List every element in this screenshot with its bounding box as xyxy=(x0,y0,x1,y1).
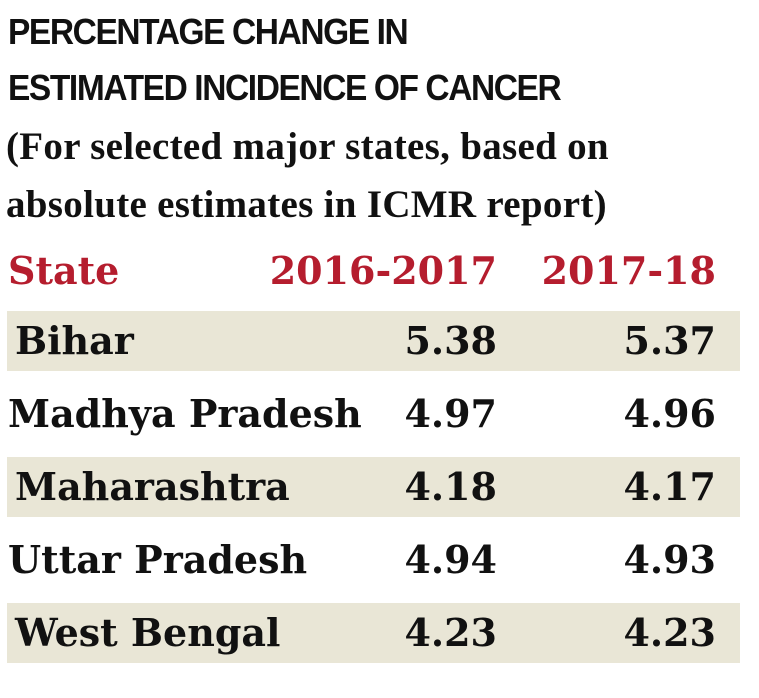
chart-title: PERCENTAGE CHANGE IN ESTIMATED INCIDENCE… xyxy=(8,4,701,116)
cell-2017-18: 4.93 xyxy=(623,537,716,582)
cell-2016-2017: 5.38 xyxy=(404,318,497,363)
column-header-state: State xyxy=(8,248,120,293)
column-header-2016-2017: 2016-2017 xyxy=(269,248,497,293)
table-header: State 2016-2017 2017-18 xyxy=(0,241,740,301)
cell-2017-18: 4.23 xyxy=(623,610,716,655)
cell-state: West Bengal xyxy=(15,610,281,655)
table-row: West Bengal 4.23 4.23 xyxy=(7,603,740,663)
chart-title-line-2: ESTIMATED INCIDENCE OF CANCER xyxy=(8,67,562,108)
table-row: Bihar 5.38 5.37 xyxy=(7,311,740,371)
cell-state: Maharashtra xyxy=(15,464,290,509)
cell-2017-18: 4.17 xyxy=(623,464,716,509)
chart-subtitle: (For selected major states, based on abs… xyxy=(6,118,759,234)
cell-2017-18: 5.37 xyxy=(623,318,716,363)
cell-state: Bihar xyxy=(15,318,134,363)
chart-subtitle-line-2: absolute estimates in ICMR report) xyxy=(6,183,607,226)
chart-title-line-1: PERCENTAGE CHANGE IN xyxy=(8,11,409,52)
table-row: Maharashtra 4.18 4.17 xyxy=(7,457,740,517)
cell-2016-2017: 4.97 xyxy=(404,391,497,436)
cell-2016-2017: 4.94 xyxy=(404,537,497,582)
cell-state: Uttar Pradesh xyxy=(8,537,308,582)
cell-2017-18: 4.96 xyxy=(623,391,716,436)
column-header-2017-18: 2017-18 xyxy=(541,248,716,293)
chart-subtitle-line-1: (For selected major states, based on xyxy=(6,125,609,168)
table-row: Madhya Pradesh 4.97 4.96 xyxy=(0,384,740,444)
cell-2016-2017: 4.23 xyxy=(404,610,497,655)
cell-2016-2017: 4.18 xyxy=(404,464,497,509)
cell-state: Madhya Pradesh xyxy=(8,391,362,436)
table-row: Uttar Pradesh 4.94 4.93 xyxy=(0,530,740,590)
